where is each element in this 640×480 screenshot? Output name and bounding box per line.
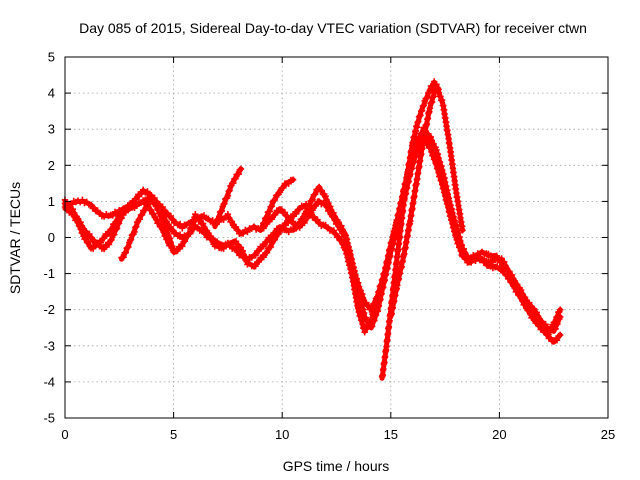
- series-plus-markers: [61, 128, 564, 334]
- series-band: [62, 130, 563, 334]
- y-tick-label: -4: [43, 374, 55, 389]
- y-tick-label: 0: [48, 230, 55, 245]
- x-axis-label: GPS time / hours: [283, 458, 390, 474]
- series-arc-6: [257, 176, 297, 233]
- y-tick-label: 3: [48, 122, 55, 137]
- x-tick-label: 0: [61, 427, 68, 442]
- x-tick-label: 25: [601, 427, 615, 442]
- y-tick-label: -5: [43, 411, 55, 426]
- y-tick-label: -3: [43, 338, 55, 353]
- series-plus-markers: [61, 124, 564, 345]
- series-arc-3: [61, 124, 564, 345]
- series-band: [62, 126, 563, 345]
- y-tick-label: 5: [48, 50, 55, 65]
- y-tick-label: 2: [48, 158, 55, 173]
- chart-title: Day 085 of 2015, Sidereal Day-to-day VTE…: [79, 20, 587, 36]
- y-tick-label: -2: [43, 302, 55, 317]
- y-axis-ticks: -5 -4 -3 -2 -1 0 1 2 3 4 5: [43, 50, 608, 426]
- x-tick-label: 20: [492, 427, 506, 442]
- series-arc-5: [211, 165, 245, 230]
- series-plus-markers: [118, 197, 177, 261]
- x-axis-ticks: 0 5 10 15 20 25: [61, 57, 615, 442]
- y-tick-label: 4: [48, 86, 55, 101]
- x-tick-label: 10: [275, 427, 289, 442]
- series-plus-markers: [387, 81, 466, 319]
- x-tick-label: 15: [384, 427, 398, 442]
- series-arc-1: [61, 128, 564, 334]
- x-tick-label: 5: [170, 427, 177, 442]
- series-plus-markers: [257, 176, 297, 232]
- y-axis-label: SDTVAR / TECUs: [7, 182, 23, 294]
- y-tick-label: 1: [48, 194, 55, 209]
- data-series: [61, 78, 564, 381]
- series-arc-4: [118, 197, 177, 262]
- y-tick-label: -1: [43, 266, 55, 281]
- series-arc-8: [387, 81, 466, 320]
- series-plus-markers: [211, 165, 245, 229]
